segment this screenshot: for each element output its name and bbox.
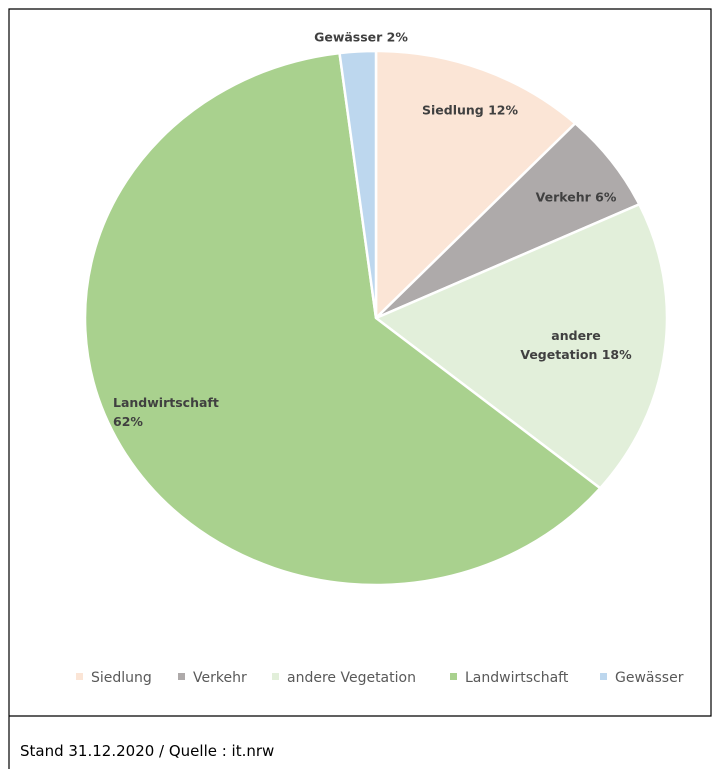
- legend-item: Verkehr: [178, 669, 247, 687]
- footnote: Stand 31.12.2020 / Quelle : it.nrw: [20, 742, 275, 760]
- legend-swatch: [178, 672, 185, 680]
- data-label: Verkehr 6%: [535, 189, 617, 205]
- data-label: andere Vegetation 18%: [520, 328, 632, 362]
- pie-slice: [373, 202, 669, 490]
- legend-item: Gewässer: [600, 669, 683, 687]
- pie-slice: [83, 51, 603, 587]
- legend-item: Siedlung: [76, 669, 152, 687]
- legend-label: andere Vegetation: [287, 670, 416, 686]
- legend-label: Gewässer: [615, 670, 684, 686]
- pie: [83, 49, 669, 587]
- data-label: Siedlung 12%: [421, 102, 519, 118]
- legend-swatch: [600, 672, 607, 680]
- frame: [8, 8, 712, 769]
- data-label: Landwirtschaft 62%: [113, 395, 219, 429]
- legend-swatch: [272, 672, 279, 680]
- legend-swatch: [450, 672, 457, 680]
- legend-label: Siedlung: [91, 670, 152, 686]
- pie-slice: [338, 49, 378, 319]
- legend-item: Landwirtschaft: [450, 669, 568, 687]
- legend-item: andere Vegetation: [272, 669, 416, 687]
- legend-label: Landwirtschaft: [465, 670, 569, 686]
- data-label: Gewässer 2%: [314, 29, 408, 45]
- legend-label: Verkehr: [193, 670, 247, 686]
- legend-swatch: [76, 672, 83, 680]
- pie-slice: [374, 49, 578, 321]
